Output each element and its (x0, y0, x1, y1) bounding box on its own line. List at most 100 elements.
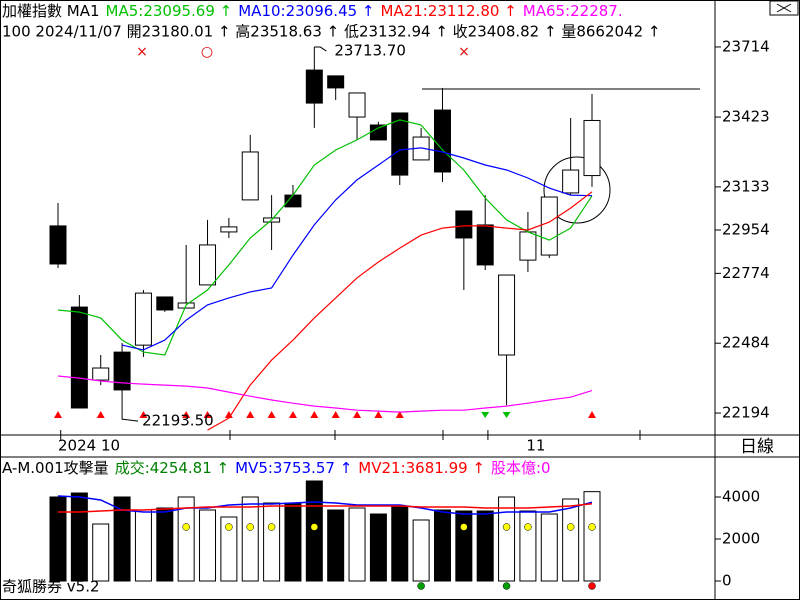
volume-bar (92, 523, 110, 582)
y-tick-label: 0 (722, 572, 732, 590)
ma-line (121, 147, 593, 351)
signal-triangle (395, 411, 404, 418)
volume-bar (562, 498, 580, 582)
candle-body (92, 367, 110, 381)
signal-dot (182, 523, 190, 531)
signal-dot (566, 523, 575, 531)
y-tick-label: 22484 (722, 334, 770, 352)
candle-body (391, 112, 409, 176)
volume-bar (263, 502, 281, 582)
candle-body (220, 226, 238, 233)
volume-bar (348, 507, 366, 582)
candle-body (369, 124, 387, 141)
volume-legend: A-M.001攻擊量 成交:4254.81 ↑ MV5:3753.57 ↑ MV21:… (2, 459, 551, 477)
legend-entry: MV21:3681.99 ↑ (358, 459, 485, 477)
high-label: 23713.70 (334, 42, 406, 60)
signal-dot (588, 582, 596, 590)
signal-dot (267, 523, 276, 531)
y-tick-label: 22954 (722, 221, 770, 239)
candle-body (327, 75, 345, 89)
legend-entry: MA10:23096.45 ↑ (238, 2, 374, 20)
candle-body (70, 306, 88, 409)
volume-bar (134, 509, 152, 582)
ma-line (57, 119, 593, 356)
candle-body (583, 119, 601, 177)
volume-bar (199, 509, 217, 582)
title: 加權指數 MA1 (2, 2, 100, 20)
candle-body (433, 109, 451, 173)
signal-mark: × (458, 44, 470, 60)
y-tick-label: 4000 (722, 487, 760, 505)
signal-mark: × (136, 44, 148, 60)
header-legend: 加權指數 MA1 MA5:23095.69 ↑ MA10:23096.45 ↑ MA2… (2, 2, 623, 20)
candle-body (562, 169, 580, 194)
signal-triangle (331, 411, 340, 418)
close-icon (776, 3, 792, 13)
candle-body (199, 244, 217, 286)
candle-body (305, 69, 323, 104)
volume-bar (391, 506, 409, 582)
y-tick-label: 22194 (722, 404, 770, 422)
signal-triangle (374, 411, 383, 418)
candle-body (113, 351, 131, 391)
legend-entry: MA5:23095.69 ↑ (106, 2, 233, 20)
candle-body (540, 196, 558, 256)
signal-triangle (224, 411, 233, 418)
volume-bar (455, 510, 473, 582)
legend-entry: MV5:3753.57 ↑ (235, 459, 352, 477)
signal-triangle (182, 411, 191, 418)
volume-bar (70, 492, 88, 582)
candle-body (519, 231, 537, 261)
signal-triangle (267, 411, 276, 418)
y-tick-label: 22774 (722, 264, 770, 282)
volume-bar (540, 513, 558, 582)
signal-mark: ○ (201, 44, 213, 60)
volume-bar (220, 516, 238, 582)
x-tick-label: 2024 10 (58, 437, 120, 455)
volume-bar (49, 496, 67, 582)
candle-body (49, 225, 67, 265)
candle-body (455, 210, 473, 239)
mv-line (58, 502, 593, 513)
volume-bar (498, 496, 516, 582)
legend-entry: 成交:4254.81 ↑ (115, 459, 229, 477)
signal-dot (417, 582, 425, 590)
signal-dot (460, 523, 468, 531)
signal-dot (310, 523, 319, 531)
signal-triangle (502, 412, 511, 418)
x-tick-label: 11 (526, 437, 545, 455)
ma-line (207, 191, 593, 431)
signal-triangle (203, 411, 212, 418)
y-tick-label: 2000 (722, 529, 760, 547)
candle-body (241, 151, 259, 201)
y-tick-label: 23423 (722, 108, 770, 126)
signal-dot (502, 582, 511, 590)
volume-bar (327, 509, 345, 582)
volume-bar (369, 513, 387, 582)
candle-body (156, 296, 174, 311)
signal-triangle (481, 412, 490, 418)
legend-entry: MA65:22287. (523, 2, 623, 20)
signal-dot (588, 523, 596, 531)
ma-line (57, 375, 593, 413)
legend-entry: 股本億:0 (491, 459, 551, 477)
volume-bar (156, 507, 174, 582)
signal-dot (246, 523, 254, 531)
leader-line (121, 413, 139, 422)
volume-bar (476, 510, 494, 582)
signal-triangle (54, 411, 62, 418)
y-tick-label: 23133 (722, 177, 770, 195)
volume-bar (583, 491, 601, 582)
legend-entry: MA21:23112.80 ↑ (381, 2, 517, 20)
info-line: 100 2024/11/07 開23180.01 ↑ 高23518.63 ↑ 低… (2, 23, 660, 41)
signal-triangle (588, 411, 596, 418)
period-label: 日線 (740, 437, 774, 457)
signal-dot (524, 523, 532, 531)
volume-bar (241, 496, 259, 582)
volume-bar (177, 496, 195, 582)
mv-line (57, 495, 593, 515)
y-tick-label: 23714 (722, 37, 770, 55)
volume-bar (113, 496, 131, 582)
footer: 奇狐勝券 v5.2 (2, 578, 100, 596)
